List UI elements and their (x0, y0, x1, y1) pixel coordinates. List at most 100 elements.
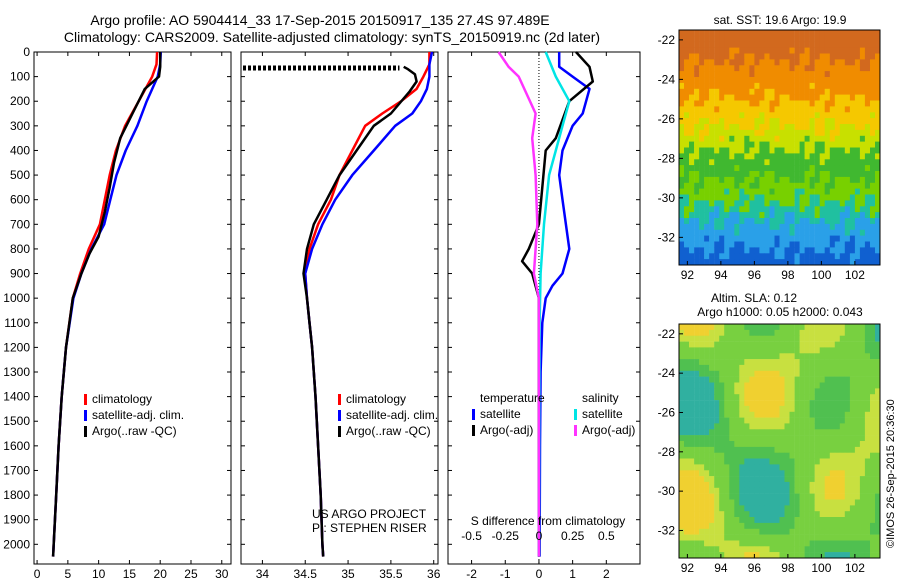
heatmap-cell (794, 429, 800, 436)
timestamp-label: ©IMOS 26-Sep-2015 20:36:30 (885, 399, 897, 548)
heatmap-cell (749, 552, 755, 559)
heatmap-cell (769, 30, 775, 37)
heatmap-cell (870, 329, 876, 336)
heatmap-cell (849, 546, 856, 553)
heatmap-cell (844, 41, 851, 48)
heatmap-cell (799, 347, 805, 354)
heatmap-cell (764, 464, 770, 471)
heatmap-cell (744, 423, 750, 430)
heatmap-cell (779, 77, 785, 84)
heatmap-cell (689, 112, 695, 119)
heatmap-cell (809, 35, 815, 43)
heatmap-cell (859, 464, 866, 471)
heatmap-cell (875, 53, 881, 60)
heatmap-cell (809, 218, 815, 225)
heatmap-cell (844, 206, 851, 213)
heatmap-cell (779, 106, 785, 113)
heatmap-cell (849, 376, 856, 383)
heatmap-cell (804, 176, 810, 184)
heatmap-cell (759, 324, 765, 331)
heatmap-cell (684, 171, 690, 178)
heatmap-cell (689, 188, 695, 195)
heatmap-cell (844, 100, 851, 107)
heatmap-cell (739, 476, 745, 483)
heatmap-cell (870, 223, 876, 231)
heatmap-cell (739, 135, 745, 142)
heatmap-cell (709, 153, 715, 160)
heatmap-cell (769, 493, 775, 500)
heatmap-cell (714, 435, 720, 442)
heatmap-cell (859, 41, 866, 48)
heatmap-cell (724, 522, 730, 529)
heatmap-cell (870, 112, 876, 119)
y-tick-label: -26 (658, 405, 676, 419)
heatmap-cell (754, 370, 760, 377)
heatmap-cell (839, 552, 846, 559)
heatmap-cell (829, 94, 836, 101)
heatmap-cell (734, 505, 740, 512)
heatmap-cell (744, 400, 750, 407)
heatmap-cell (729, 188, 735, 195)
heatmap-cell (684, 153, 690, 160)
heatmap-cell (754, 394, 760, 401)
heatmap-cell (844, 247, 851, 254)
heatmap-cell (694, 235, 700, 242)
heatmap-cell (714, 446, 720, 453)
heatmap-cell (739, 235, 745, 242)
heatmap-cell (759, 405, 765, 412)
heatmap-cell (739, 423, 745, 430)
heatmap-cell (694, 94, 700, 101)
heatmap-cell (875, 487, 881, 494)
heatmap-cell (749, 405, 755, 412)
heatmap-cell (789, 30, 795, 37)
heatmap-cell (724, 253, 730, 260)
x-tick-label: 10 (92, 567, 106, 580)
heatmap-cell (804, 429, 810, 436)
heatmap-cell (744, 71, 750, 78)
heatmap-cell (734, 370, 740, 377)
heatmap-cell (875, 135, 881, 142)
heatmap-cell (689, 522, 695, 529)
heatmap-cell (834, 241, 841, 248)
heatmap-cell (784, 517, 790, 524)
heatmap-cell (714, 481, 720, 488)
heatmap-cell (764, 441, 770, 448)
heatmap-cell (819, 534, 825, 541)
heatmap-cell (824, 106, 830, 113)
heatmap-cell (709, 429, 715, 436)
legend-swatch (574, 425, 577, 436)
heatmap-cell (719, 505, 725, 512)
heatmap-cell (754, 241, 760, 248)
heatmap-cell (809, 452, 815, 459)
legend-label: Argo(-adj) (480, 423, 533, 437)
heatmap-cell (709, 464, 715, 471)
heatmap-cell (875, 335, 881, 342)
heatmap-cell (859, 112, 866, 119)
heatmap-cell (729, 505, 735, 512)
heatmap-cell (859, 353, 866, 360)
heatmap-cell (704, 129, 710, 137)
heatmap-cell (704, 176, 710, 184)
heatmap-cell (864, 470, 871, 477)
heatmap-cell (734, 147, 740, 154)
heatmap-cell (849, 241, 856, 248)
heatmap-cell (829, 176, 836, 184)
heatmap-cell (714, 470, 720, 477)
heatmap-cell (729, 446, 735, 453)
heatmap-cell (794, 247, 800, 254)
heatmap-cell (814, 159, 820, 166)
heatmap-cell (784, 534, 790, 541)
heatmap-cell (729, 182, 735, 189)
heatmap-cell (794, 546, 800, 553)
heatmap-cell (734, 481, 740, 488)
heatmap-cell (749, 376, 755, 383)
heatmap-cell (870, 511, 876, 518)
heatmap-cell (684, 112, 690, 119)
heatmap-cell (804, 329, 810, 336)
heatmap-cell (704, 124, 710, 131)
heatmap-cell (834, 411, 841, 418)
heatmap-cell (854, 88, 861, 95)
heatmap-cell (784, 141, 790, 148)
heatmap-cell (814, 147, 820, 154)
heatmap-cell (859, 235, 866, 242)
